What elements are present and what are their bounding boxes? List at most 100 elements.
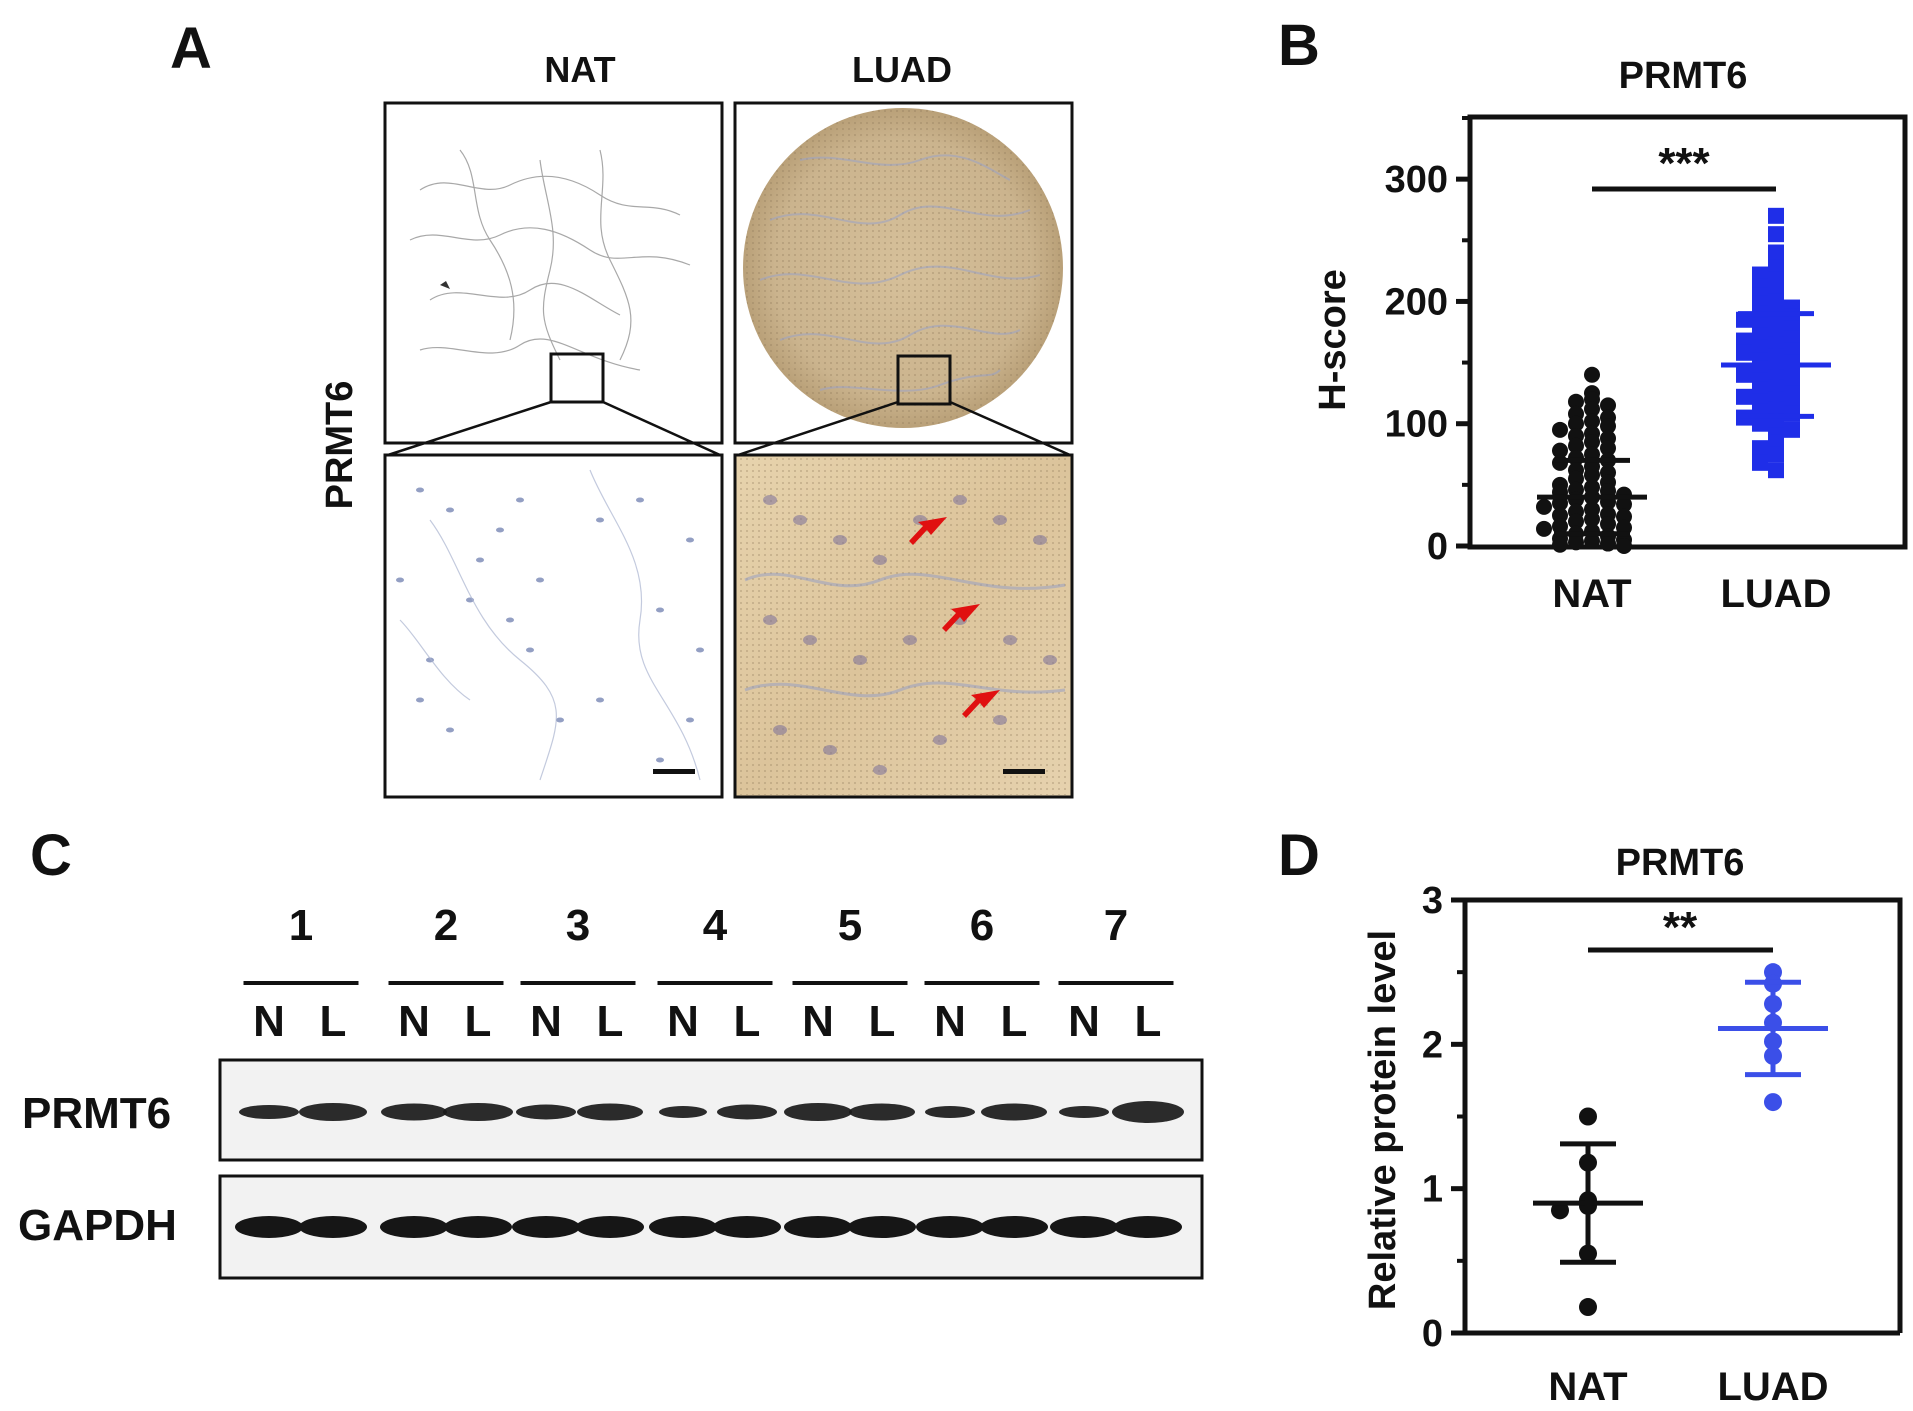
data-point [1600, 397, 1616, 414]
pair-number: 6 [970, 901, 994, 950]
y-tick-label: 3 [1422, 880, 1443, 922]
data-point [1552, 442, 1568, 459]
lane-label: N [802, 997, 834, 1046]
data-point [1584, 533, 1600, 550]
chart-d-y-axis: 0 1 2 3 [1422, 880, 1465, 1355]
data-point [1752, 454, 1768, 471]
pair-number: 5 [838, 901, 862, 950]
significance-stars: *** [1658, 139, 1710, 188]
data-point [1752, 266, 1768, 283]
scale-bar [653, 769, 695, 774]
red-arrow-icon [942, 604, 980, 632]
prmt6-band [239, 1105, 299, 1119]
data-point [1764, 1093, 1782, 1112]
data-point [1568, 415, 1584, 432]
data-point [1768, 244, 1784, 261]
data-point [1752, 339, 1768, 356]
gapdh-band [980, 1216, 1048, 1238]
data-point [1752, 381, 1768, 398]
row-label-prmt6: PRMT6 [319, 381, 361, 510]
lane-label: N [398, 997, 430, 1046]
data-point [1579, 1298, 1597, 1317]
prmt6-band [577, 1103, 643, 1121]
blot-label-prmt6: PRMT6 [22, 1089, 171, 1138]
data-point [1616, 496, 1632, 513]
scale-bar [1003, 769, 1045, 774]
prmt6-band [925, 1106, 975, 1118]
gapdh-band [444, 1216, 512, 1238]
column-label-nat: NAT [544, 49, 615, 90]
data-point [1551, 1201, 1569, 1220]
lane-label: L [1135, 997, 1162, 1046]
red-arrow-icon [909, 517, 947, 545]
lane-label: L [869, 997, 896, 1046]
data-point [1584, 434, 1600, 451]
data-point [1752, 327, 1768, 344]
data-point [1552, 421, 1568, 438]
chart-d-frame [1465, 897, 1903, 1333]
chart-b-xtick-nat: NAT [1552, 572, 1631, 616]
column-label-luad: LUAD [852, 49, 952, 90]
data-point [1736, 344, 1752, 361]
data-point [1768, 271, 1784, 288]
prmt6-band [516, 1104, 576, 1120]
panel-c-letter: C [30, 823, 72, 888]
data-point [1552, 518, 1568, 535]
gapdh-band [713, 1216, 781, 1238]
prmt6-band [443, 1103, 513, 1121]
gapdh-band [512, 1216, 580, 1238]
prmt6-band [1112, 1101, 1184, 1123]
y-tick-label: 1 [1422, 1169, 1443, 1211]
blot-bands [235, 1101, 1184, 1238]
pair-labels: 1 2 3 4 5 6 7 [243, 901, 1174, 985]
chart-d-points [1533, 963, 1828, 1317]
lane-label: N [1068, 997, 1100, 1046]
lane-label: L [320, 997, 347, 1046]
y-tick-label: 0 [1422, 1313, 1443, 1355]
data-point [1768, 207, 1784, 224]
data-point [1536, 498, 1552, 515]
data-point [1568, 470, 1584, 487]
panel-b: B PRMT6 H-score 0 100 200 300 *** NAT LUAD [1278, 13, 1908, 616]
gapdh-band [784, 1216, 852, 1238]
y-tick-label: 100 [1385, 404, 1448, 446]
chart-d-axes [1462, 900, 1900, 1336]
pair-number: 7 [1104, 901, 1128, 950]
panel-a: A NAT LUAD PRMT6 [170, 16, 1074, 799]
prmt6-band [299, 1103, 367, 1121]
prmt6-band [1059, 1106, 1109, 1118]
data-point [1736, 332, 1752, 349]
data-point [1568, 437, 1584, 454]
data-point [1784, 330, 1800, 347]
data-point [1552, 536, 1568, 553]
significance-stars: ** [1663, 903, 1698, 952]
nat-overview-image [383, 101, 724, 445]
lane-label: L [465, 997, 492, 1046]
data-point [1752, 440, 1768, 457]
nat-zoom-image [383, 453, 724, 799]
data-point [1784, 364, 1800, 381]
lane-label: L [734, 997, 761, 1046]
gapdh-band [576, 1216, 644, 1238]
chart-d-title: PRMT6 [1616, 842, 1745, 884]
chart-b-points [1536, 207, 1831, 554]
gapdh-band [299, 1216, 367, 1238]
data-point [1600, 535, 1616, 552]
gapdh-band [1114, 1216, 1182, 1238]
gapdh-band [649, 1216, 717, 1238]
chart-d-ylabel: Relative protein level [1362, 930, 1404, 1310]
prmt6-band [784, 1103, 852, 1121]
y-tick-label: 300 [1385, 159, 1448, 201]
luad-zoom-image [733, 453, 1074, 799]
y-tick-label: 2 [1422, 1024, 1443, 1066]
data-point [1536, 520, 1552, 537]
lane-label: N [253, 997, 285, 1046]
luad-overview-image [733, 101, 1074, 445]
data-point [1736, 388, 1752, 405]
gapdh-band [380, 1216, 448, 1238]
data-point [1579, 1107, 1597, 1126]
data-point [1752, 415, 1768, 432]
prmt6-band [381, 1103, 447, 1121]
y-tick-label: 200 [1385, 281, 1448, 323]
